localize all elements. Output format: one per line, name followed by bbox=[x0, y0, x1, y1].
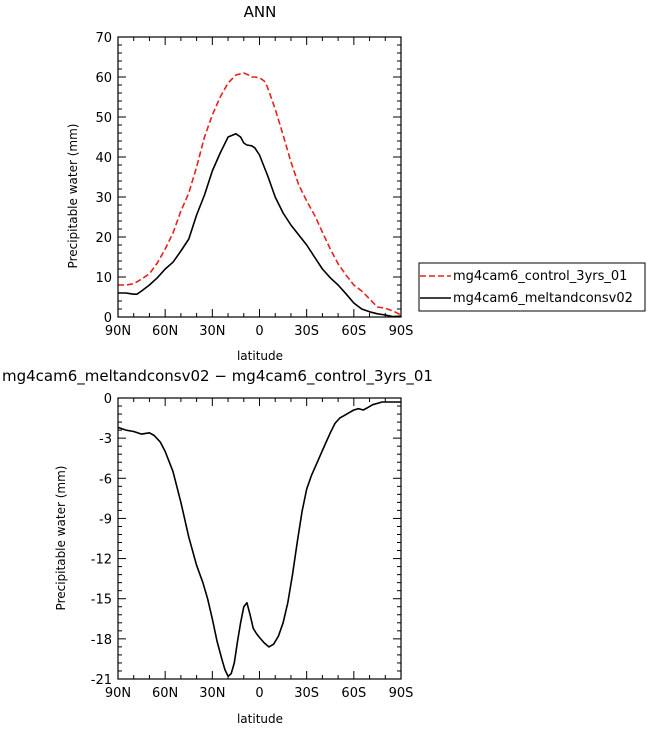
x-tick-label: 30N bbox=[199, 686, 225, 701]
x-tick-label: 60N bbox=[152, 324, 178, 339]
x-axis-label: latitude bbox=[237, 349, 283, 363]
panel-annual: ANN Precipitable water (mm) latitude 90N… bbox=[66, 3, 413, 363]
plot-lines bbox=[117, 401, 401, 678]
y-tick-label: -18 bbox=[91, 633, 112, 648]
y-tick-label: 30 bbox=[95, 191, 112, 206]
y-tick-label: -9 bbox=[99, 512, 112, 527]
y-tick-label: 10 bbox=[95, 271, 112, 286]
chart-title: mg4cam6_meltandconsv02 − mg4cam6_control… bbox=[2, 367, 433, 386]
y-axis-label: Precipitable water (mm) bbox=[54, 466, 68, 611]
x-tick-label: 60S bbox=[341, 686, 366, 701]
y-tick-label: -15 bbox=[91, 593, 112, 608]
x-tick-label: 90S bbox=[389, 686, 414, 701]
plot-frame bbox=[117, 36, 402, 318]
y-tick-label: -3 bbox=[99, 432, 112, 447]
x-tick-label: 90N bbox=[105, 324, 131, 339]
y-tick-label: 0 bbox=[104, 392, 112, 407]
series-line-0 bbox=[117, 401, 401, 678]
y-tick-label: 60 bbox=[95, 71, 112, 86]
y-tick-label: 70 bbox=[95, 31, 112, 46]
y-axis-label: Precipitable water (mm) bbox=[66, 124, 80, 269]
legend-label-control: mg4cam6_control_3yrs_01 bbox=[453, 269, 627, 284]
x-tick-label: 60N bbox=[152, 686, 178, 701]
y-tick-label: -21 bbox=[91, 673, 112, 688]
x-tick-label: 30S bbox=[294, 686, 319, 701]
tick-labels: 90N 60N 30N 0 30S 60S 90S 0 -3 -6 -9 -12 -15 -18 -21 bbox=[91, 392, 414, 701]
series-line-0 bbox=[118, 72, 402, 316]
legend-box bbox=[418, 262, 646, 312]
x-tick-label: 90S bbox=[389, 324, 414, 339]
x-tick-label: 0 bbox=[255, 324, 263, 339]
y-tick-label: -6 bbox=[99, 472, 112, 487]
x-tick-label: 60S bbox=[341, 324, 366, 339]
y-tick-label: 20 bbox=[95, 231, 112, 246]
chart-title: ANN bbox=[244, 3, 277, 21]
plot-lines bbox=[118, 72, 402, 318]
series-line-1 bbox=[118, 133, 402, 318]
x-axis-label: latitude bbox=[237, 712, 283, 726]
y-tick-label: 0 bbox=[104, 311, 112, 326]
panel-difference: mg4cam6_meltandconsv02 − mg4cam6_control… bbox=[2, 367, 433, 726]
plot-frame bbox=[117, 397, 402, 680]
y-tick-label: 40 bbox=[95, 151, 112, 166]
y-tick-label: -12 bbox=[91, 553, 112, 568]
legend: mg4cam6_control_3yrs_01 mg4cam6_meltandc… bbox=[418, 262, 646, 312]
tick-labels: 90N 60N 30N 0 30S 60S 90S 0 10 20 30 40 50 60 70 bbox=[95, 31, 413, 339]
legend-label-melt: mg4cam6_meltandconsv02 bbox=[453, 291, 633, 306]
x-tick-label: 30S bbox=[294, 324, 319, 339]
y-tick-label: 50 bbox=[95, 111, 112, 126]
x-tick-label: 0 bbox=[255, 686, 263, 701]
x-tick-label: 90N bbox=[105, 686, 131, 701]
x-tick-label: 30N bbox=[199, 324, 225, 339]
